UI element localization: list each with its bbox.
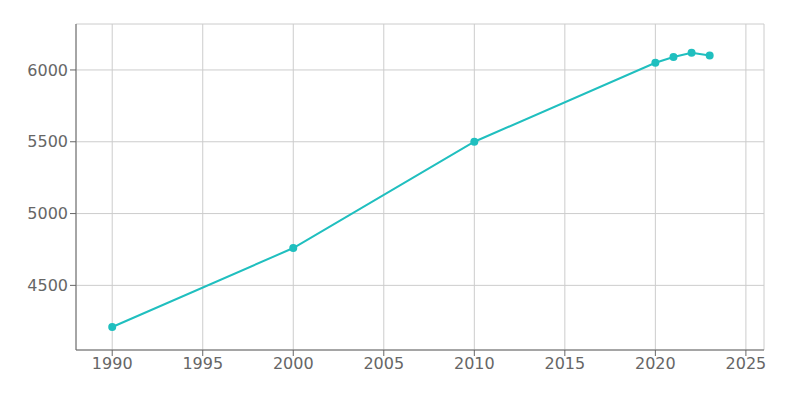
svg-text:5500: 5500 (27, 132, 68, 151)
svg-text:1990: 1990 (92, 354, 133, 373)
svg-text:6000: 6000 (27, 61, 68, 80)
svg-text:2015: 2015 (544, 354, 585, 373)
svg-text:2010: 2010 (454, 354, 495, 373)
svg-text:1995: 1995 (182, 354, 223, 373)
svg-text:2005: 2005 (363, 354, 404, 373)
svg-text:4500: 4500 (27, 276, 68, 295)
svg-text:5000: 5000 (27, 204, 68, 223)
svg-text:2000: 2000 (273, 354, 314, 373)
svg-text:2025: 2025 (726, 354, 767, 373)
svg-text:2020: 2020 (635, 354, 676, 373)
